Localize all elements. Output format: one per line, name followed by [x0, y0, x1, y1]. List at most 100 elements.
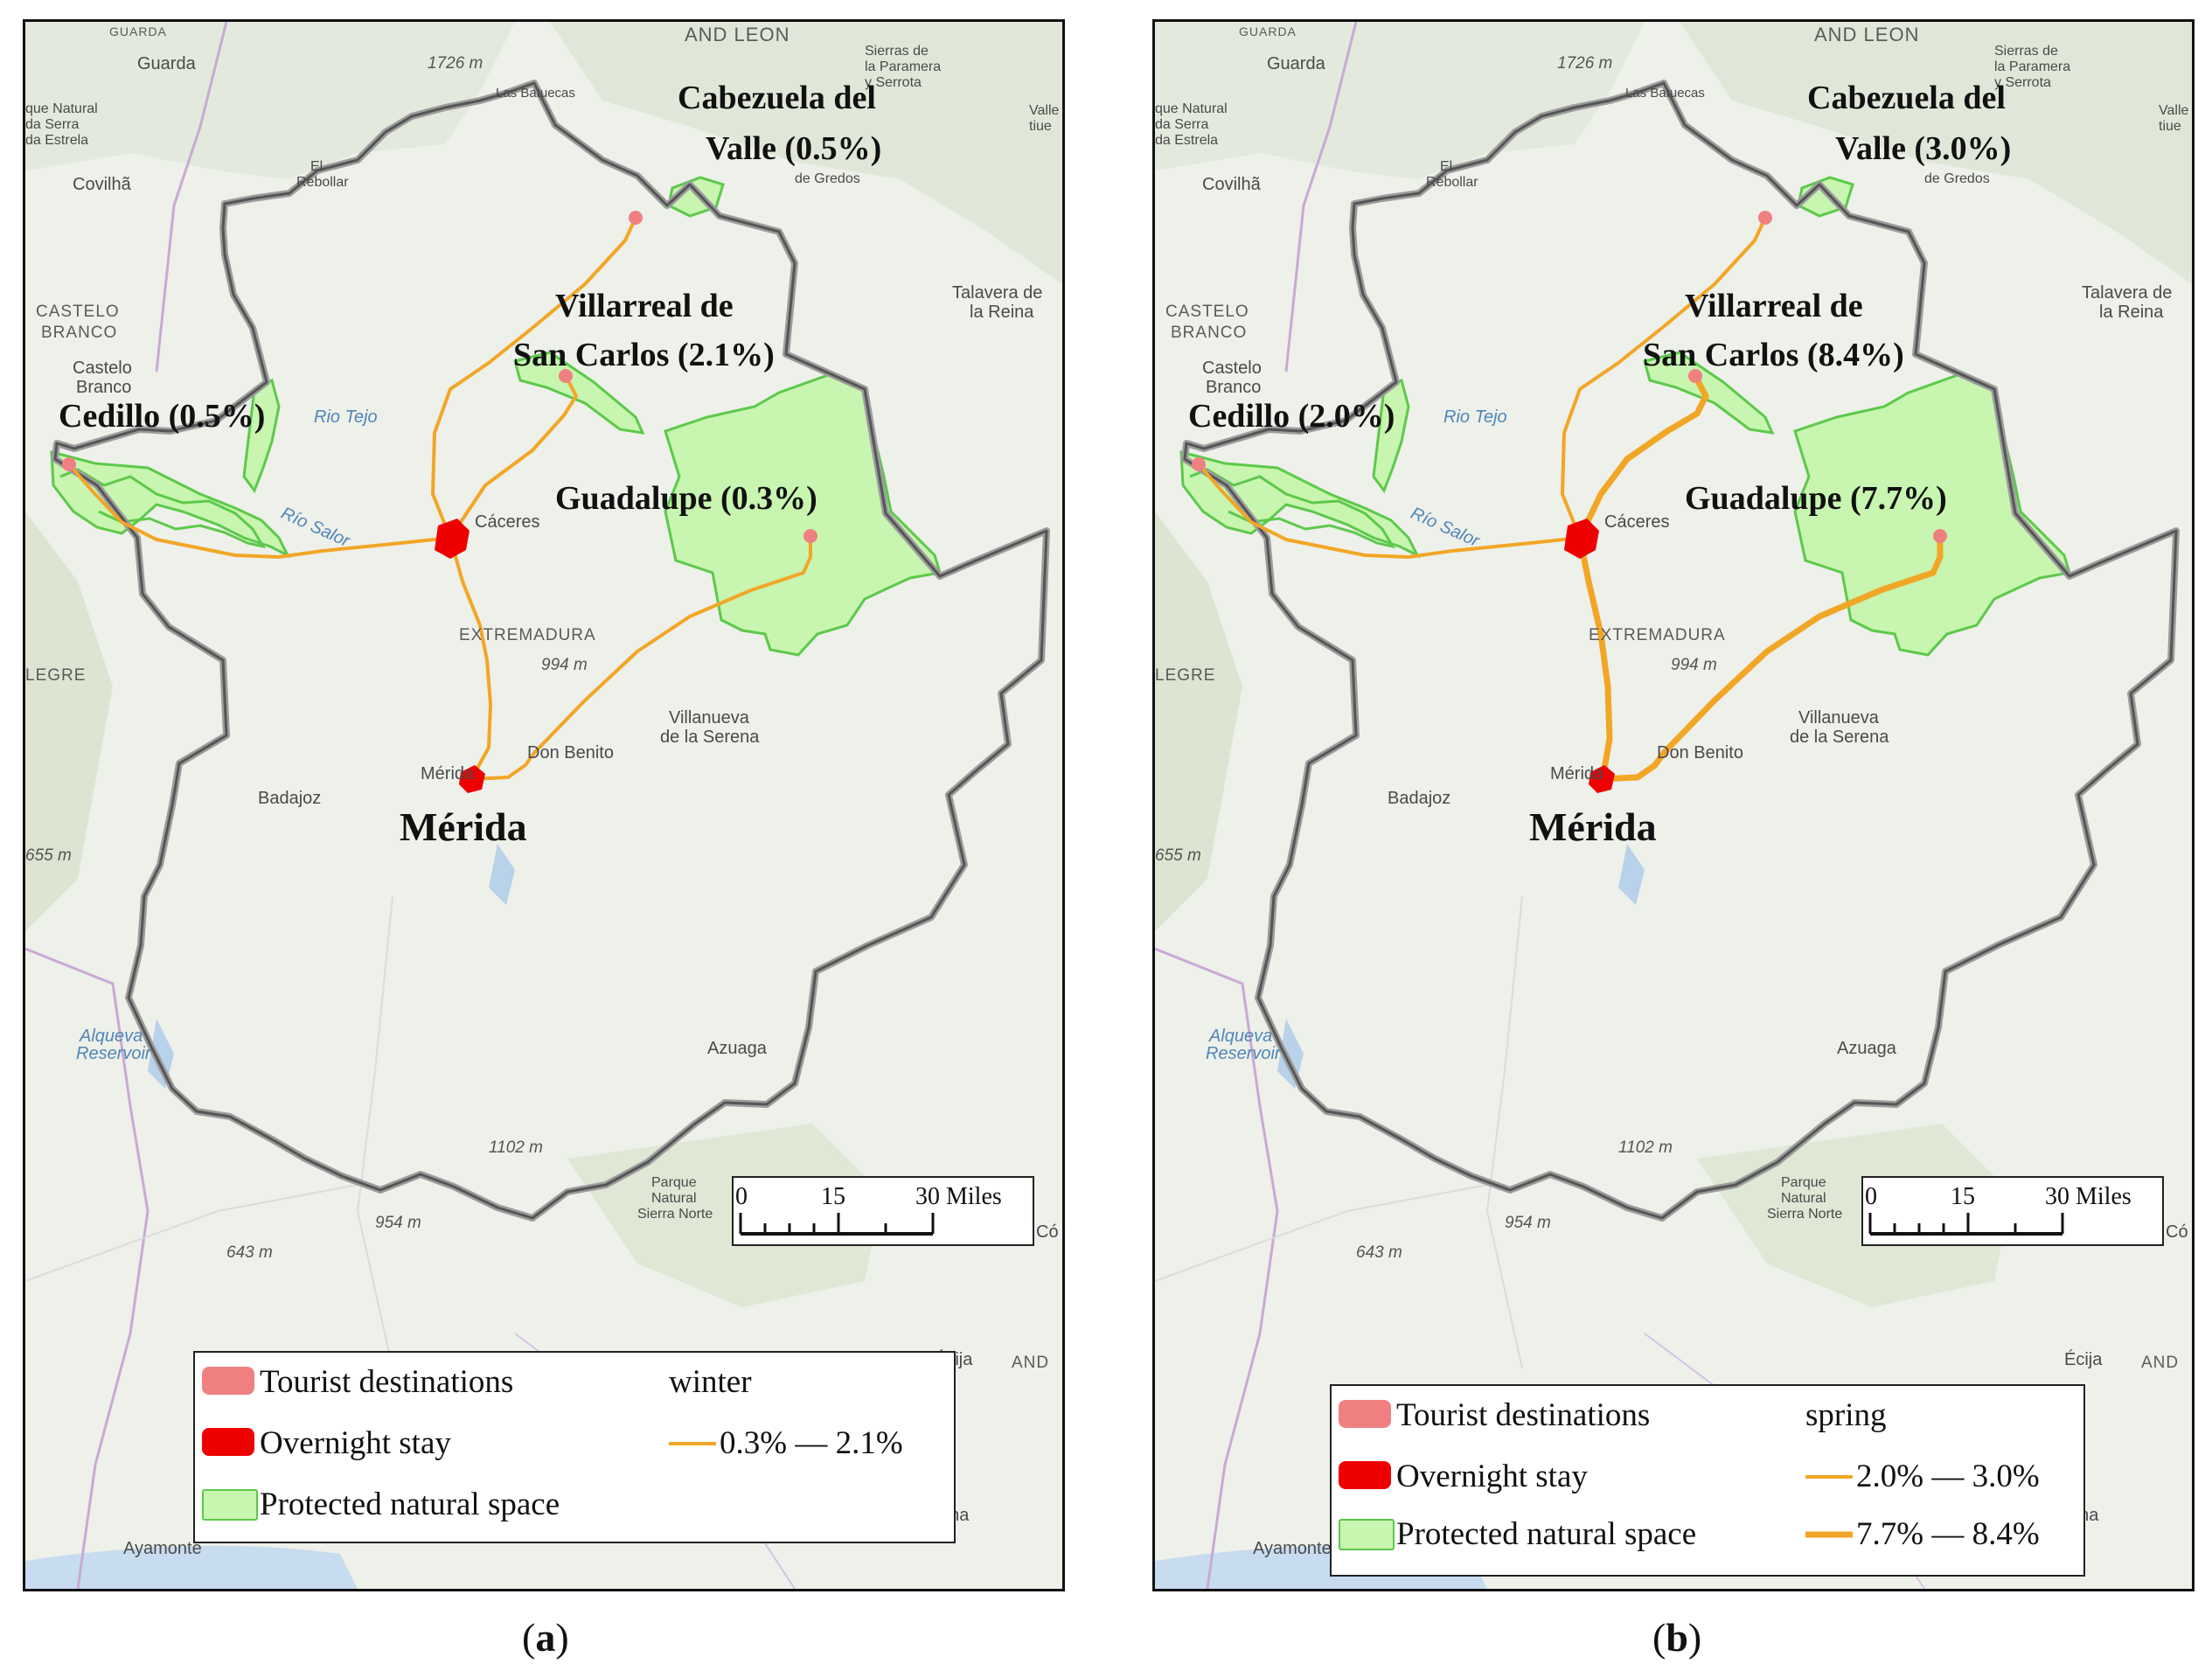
city-label-castelo-branco-1: Castelo	[1202, 359, 1262, 378]
legend-item-label: Protected natural space	[260, 1487, 560, 1522]
city-label-talavera-1: Talavera de	[2082, 283, 2173, 303]
region-label-extremadura: EXTREMADURA	[459, 626, 596, 644]
route-merida-guadalupe	[1597, 533, 1944, 783]
destination-label-villarreal-line2: San Carlos (8.4%)	[1643, 337, 1904, 373]
protected-natural-space-2	[513, 351, 645, 435]
place-label-el-rebollar-2: Rebollar	[296, 175, 349, 190]
protected-natural-space-5	[242, 378, 281, 494]
city-label-castelo-branco-1: Castelo	[73, 359, 132, 378]
road-line-south-west	[1155, 1184, 1488, 1282]
city-label-don-benito: Don Benito	[1657, 743, 1743, 762]
place-label-valle-1: Valle	[1029, 103, 1060, 118]
destination-villarreal-marker	[1688, 369, 1702, 383]
elevation-label-1102: 1102 m	[489, 1138, 543, 1157]
destination-guadalupe-marker	[1933, 529, 1947, 543]
caption-b: (b)	[1652, 1615, 1702, 1660]
elevation-label-1102: 1102 m	[1618, 1138, 1673, 1157]
sea-area	[25, 1545, 358, 1589]
terrain-north-east	[1680, 22, 2192, 284]
place-label-sierra-norte-3: Sierra Norte	[1767, 1207, 1843, 1222]
region-label-castilla-leon: AND LEON	[1814, 24, 1920, 45]
place-label-las-batuecas: Las Batuecas	[1625, 86, 1705, 101]
place-label-sierra-norte-1: Parque	[1781, 1175, 1826, 1190]
route-caceres-villarreal	[449, 374, 578, 540]
route-caceres-villarreal	[1576, 373, 1709, 541]
city-label-villanueva-1: Villanueva	[669, 708, 749, 728]
destination-label-guadalupe: Guadalupe (0.3%)	[555, 480, 817, 517]
elevation-label-643: 643 m	[226, 1243, 273, 1262]
destination-label-cedillo: Cedillo (2.0%)	[1188, 398, 1395, 435]
place-label-serra-estrela-2: da Serra	[1155, 117, 1209, 132]
map-legend: Tourist destinations Overnight stay Protec…	[1330, 1384, 2085, 1577]
region-label-andalucia: AND	[2141, 1354, 2180, 1372]
protected-natural-space-4	[1179, 450, 1421, 559]
scale-label-0: 0	[735, 1183, 748, 1210]
destination-label-cabezuela-line1: Cabezuela del	[678, 80, 876, 116]
region-label-castilla-leon: AND LEON	[685, 24, 790, 45]
legend-swatch-overnight-stay	[202, 1428, 254, 1456]
route-caceres-cedillo	[67, 463, 452, 559]
destination-guadalupe-marker	[803, 529, 817, 543]
city-label-merida-small: Mérida	[421, 764, 475, 783]
place-label-sierra-norte-2: Natural	[651, 1191, 697, 1206]
elevation-label-994: 994 m	[541, 656, 588, 674]
place-label-serra-estrela-3: da Estrela	[1155, 133, 1219, 148]
scale-label-2: 30 Miles	[915, 1183, 1002, 1210]
legend-range-label: 2.0% — 3.0%	[1856, 1459, 2040, 1494]
city-label-talavera-1: Talavera de	[952, 283, 1043, 303]
elevation-label-994: 994 m	[1671, 656, 1717, 674]
region-label-castelo-branco-2: BRANCO	[1171, 324, 1248, 342]
reservoir-label-alqueva-2: Reservoir	[1206, 1044, 1281, 1063]
destination-label-villarreal-line1: Villarreal de	[555, 288, 734, 324]
destination-label-villarreal-line1: Villarreal de	[1685, 288, 1863, 324]
region-label-guarda: GUARDA	[1239, 24, 1297, 38]
destination-label-villarreal-line2: San Carlos (2.1%)	[513, 337, 775, 373]
city-label-ayamonte: Ayamonte	[123, 1539, 202, 1558]
place-label-sierra-norte-1: Parque	[651, 1175, 697, 1190]
city-label-badajoz: Badajoz	[1388, 789, 1451, 808]
place-label-serra-estrela-1: que Natural	[25, 101, 98, 116]
legend-swatch-overnight-stay	[1339, 1461, 1391, 1489]
legend-range-label: 0.3% — 2.1%	[720, 1425, 903, 1461]
road-line-south	[356, 895, 393, 1369]
destination-cabezuela-marker	[629, 211, 643, 225]
place-label-serra-estrela-1: que Natural	[1155, 101, 1228, 116]
terrain-north-west	[25, 22, 515, 179]
basemap-background	[1155, 22, 2192, 1589]
elevation-label-1726: 1726 m	[1557, 54, 1613, 73]
extremadura-boundary	[53, 81, 1048, 1220]
destination-cedillo-marker	[1192, 457, 1206, 471]
extremadura-boundary	[1183, 81, 2178, 1220]
legend-season-title: winter	[669, 1364, 752, 1400]
legend-item-label: Tourist destinations	[1396, 1397, 1651, 1433]
terrain-sierra-norte	[567, 1124, 882, 1307]
city-label-cordoba: Có	[2166, 1222, 2188, 1242]
basemap-svg	[25, 22, 1062, 1589]
city-label-caceres: Cáceres	[1604, 512, 1670, 532]
terrain-north-east	[550, 22, 1062, 284]
destination-label-cabezuela-line2: Valle (0.5%)	[706, 130, 882, 167]
region-label-alegre: LEGRE	[25, 666, 87, 685]
destination-villarreal-marker	[559, 369, 573, 383]
place-label-sierras-2: la Paramera	[1994, 59, 2071, 74]
protected-natural-space-4	[50, 450, 291, 559]
city-label-covilha: Covilhã	[1202, 175, 1261, 194]
legend-item-label: Overnight stay	[260, 1425, 451, 1461]
elevation-label-954: 954 m	[375, 1214, 421, 1232]
overnight-caceres-marker	[1564, 519, 1599, 559]
city-label-covilha: Covilhã	[73, 175, 131, 194]
place-label-sierra-norte-2: Natural	[1781, 1191, 1826, 1206]
city-label-villanueva-2: de la Serena	[660, 728, 760, 747]
destination-cabezuela-marker	[1758, 211, 1772, 225]
city-label-merida-small: Mérida	[1550, 764, 1604, 783]
place-label-el-rebollar-1: El	[310, 159, 323, 174]
city-label-badajoz: Badajoz	[258, 789, 322, 808]
city-label-villanueva-2: de la Serena	[1790, 728, 1889, 747]
place-label-sierras-1: Sierras de	[1994, 44, 2058, 59]
border-line-portugal-north	[155, 22, 228, 373]
scale-label-2: 30 Miles	[2045, 1183, 2132, 1210]
tajo-river-protected-corridor	[59, 468, 267, 549]
destination-label-cabezuela-line1: Cabezuela del	[1807, 80, 2006, 116]
place-label-sierra-norte-3: Sierra Norte	[637, 1207, 713, 1222]
place-label-el-rebollar-1: El	[1440, 159, 1453, 174]
